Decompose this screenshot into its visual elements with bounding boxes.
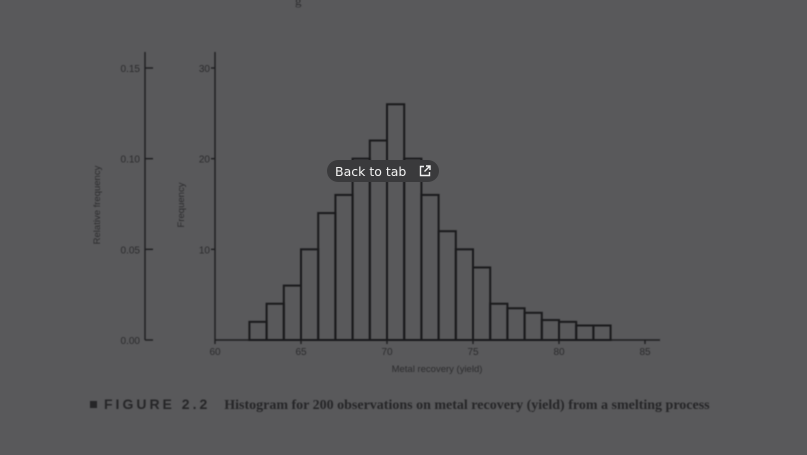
histogram-bar xyxy=(454,248,474,341)
histogram-bar xyxy=(265,302,285,342)
y-tick-label: 10 xyxy=(199,245,211,256)
histogram-bar xyxy=(300,248,320,341)
open-external-icon xyxy=(419,165,432,177)
relative-y-tick-label: 0.10 xyxy=(121,155,141,166)
histogram-bar xyxy=(523,311,543,341)
histogram-bar xyxy=(437,230,457,341)
histogram-bar xyxy=(489,302,509,342)
histogram-bar xyxy=(248,320,268,342)
x-tick-label: 60 xyxy=(209,347,221,358)
relative-y-tick-label: 0.00 xyxy=(121,336,141,347)
chart-axes xyxy=(144,52,660,344)
x-axis-title: Metal recovery (yield) xyxy=(392,364,483,375)
histogram-bar xyxy=(506,307,526,341)
histogram-bar xyxy=(420,193,440,341)
y-axis-title: Frequency xyxy=(176,182,187,227)
histogram-bar xyxy=(317,212,337,341)
x-tick-label: 70 xyxy=(381,347,393,358)
relative-y-axis-title: Relative frequency xyxy=(92,165,103,244)
back-to-tab-button[interactable]: Back to tab xyxy=(327,160,440,182)
y-tick-label: 20 xyxy=(199,155,211,166)
chart-bars xyxy=(248,103,612,342)
relative-y-tick-label: 0.15 xyxy=(121,64,141,75)
histogram-bar xyxy=(575,324,595,342)
histogram-bar xyxy=(592,324,612,342)
x-tick-label: 85 xyxy=(639,347,651,358)
x-tick-label: 80 xyxy=(553,347,565,358)
histogram-bar xyxy=(351,157,371,341)
histogram-bar xyxy=(558,320,578,342)
caption-bullet xyxy=(90,401,97,408)
figure-label: FIGURE 2.2 xyxy=(104,396,211,412)
histogram-bar xyxy=(386,103,406,342)
x-tick-label: 65 xyxy=(295,347,307,358)
histogram-bar xyxy=(282,284,302,342)
figure-caption: FIGURE 2.2 Histogram for 200 observations… xyxy=(90,394,730,416)
relative-y-tick-label: 0.05 xyxy=(121,245,141,256)
y-tick-label: 30 xyxy=(199,64,211,75)
histogram-bar xyxy=(403,157,423,341)
histogram-bar xyxy=(540,319,560,342)
figure-caption-text: Histogram for 200 observations on metal … xyxy=(224,398,710,413)
chart-labels: 60 65 70 75 80 85 10 20 30 0.00 0.05 0.10 0.15 Metal … xyxy=(92,64,651,375)
histogram-bar xyxy=(472,266,492,342)
x-tick-label: 75 xyxy=(467,347,479,358)
histogram-bar xyxy=(334,193,354,341)
back-to-tab-label: Back to tab xyxy=(335,163,407,179)
